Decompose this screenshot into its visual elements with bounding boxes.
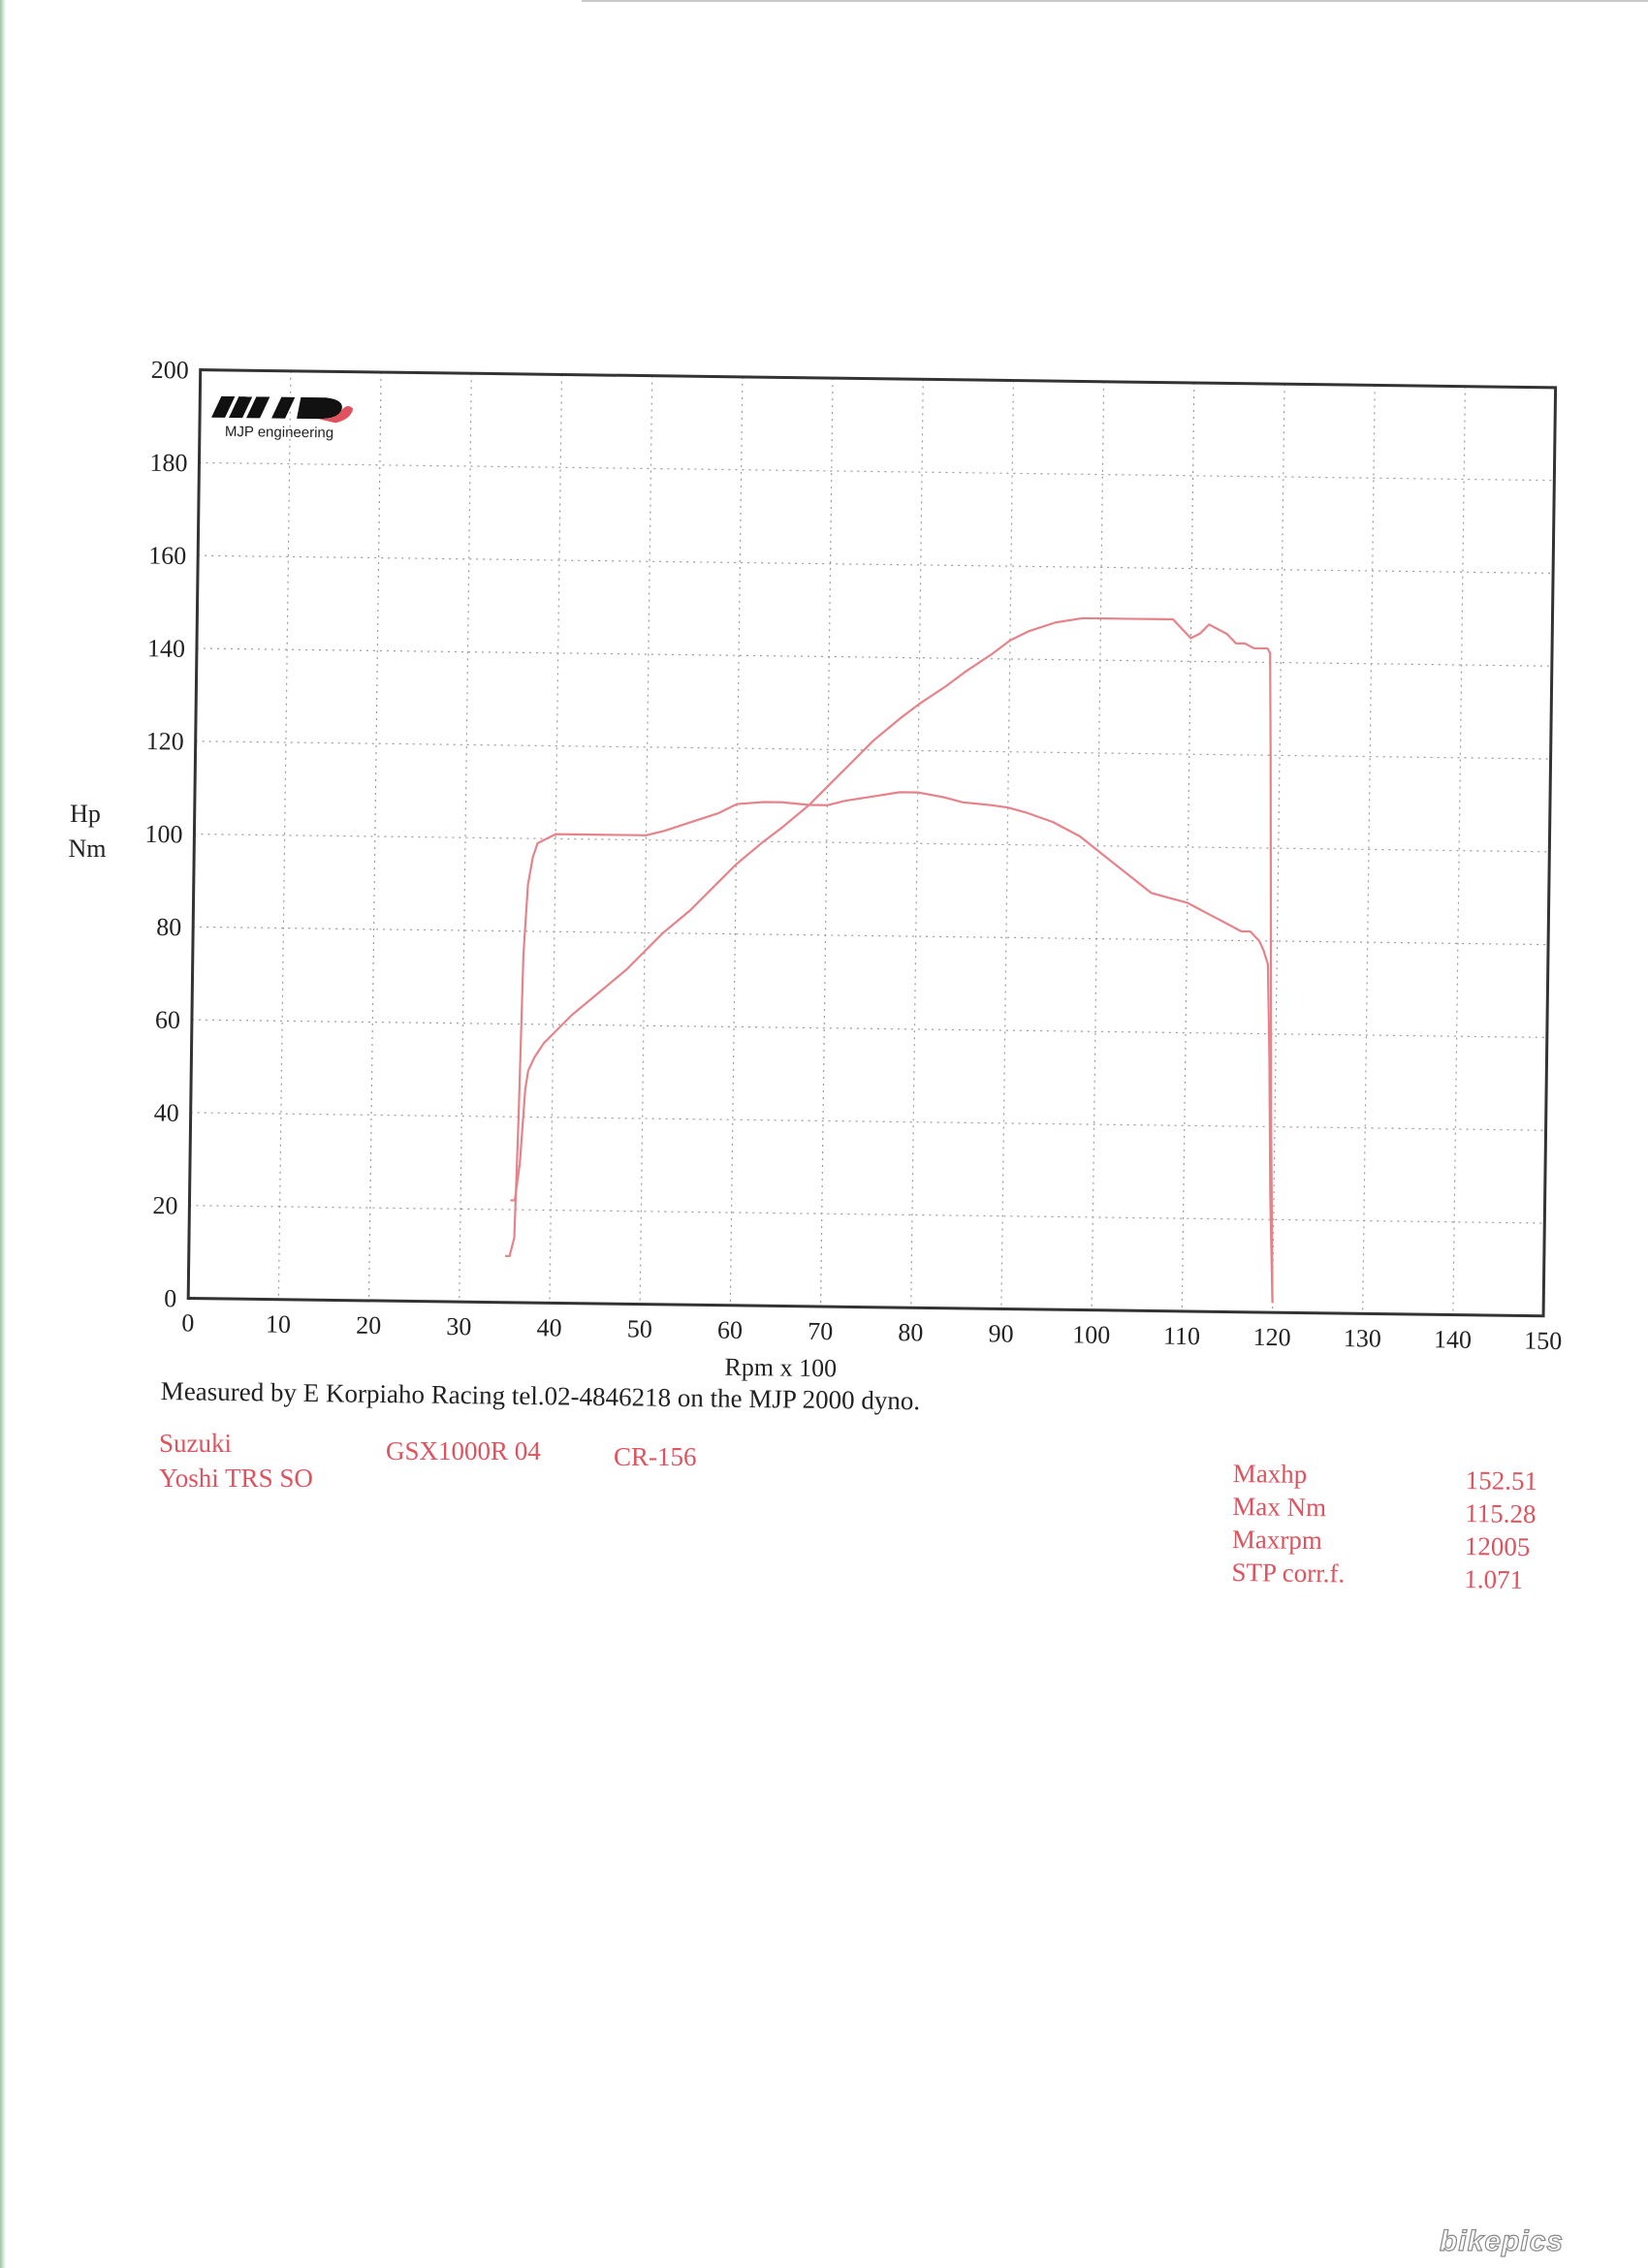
grid-line-vertical — [277, 370, 292, 1300]
x-tick-labels: 0 10 20 30 40 50 60 70 80 90 100 110 120 130 140 150 — [181, 1308, 1562, 1355]
power-curve — [510, 616, 1274, 1304]
grid-line-vertical — [639, 375, 653, 1305]
grid-line-horizontal — [189, 1205, 1545, 1224]
grid-line-vertical — [459, 373, 472, 1303]
x-tick-label: 70 — [808, 1317, 833, 1345]
grid-line-vertical — [729, 376, 744, 1306]
y-tick-label: 100 — [144, 820, 182, 849]
grid-line-horizontal — [191, 1019, 1547, 1039]
y-tick-label: 80 — [156, 913, 181, 941]
grid-line-vertical — [549, 374, 563, 1304]
x-tick-label: 100 — [1072, 1320, 1110, 1349]
x-tick-label: 110 — [1163, 1322, 1200, 1350]
vehicle-model: GSX1000R 04 — [386, 1436, 541, 1465]
grid-line-vertical — [1452, 386, 1467, 1315]
x-tick-label: 20 — [356, 1311, 381, 1339]
y-tick-label: 140 — [147, 634, 185, 663]
watermark-logo: bikepics — [1439, 2224, 1565, 2257]
grid-line-vertical — [367, 372, 382, 1301]
grid-line-horizontal — [194, 833, 1550, 853]
mjp-logo: MJP engineering — [211, 395, 354, 441]
vehicle-code: CR-156 — [614, 1442, 697, 1471]
y-tick-labels: 0 20 40 60 80 100 120 140 160 180 200 — [144, 356, 189, 1312]
logo-tagline: MJP engineering — [225, 424, 334, 441]
x-tick-label: 140 — [1434, 1325, 1472, 1354]
scan-border-line — [582, 0, 1648, 2]
x-tick-label: 120 — [1252, 1323, 1290, 1352]
stat-label: Maxhp — [1232, 1459, 1308, 1489]
stat-row-max-nm: Max Nm 115.28 — [1232, 1492, 1552, 1528]
x-tick-label: 40 — [536, 1313, 561, 1341]
grid-line-vertical — [1000, 380, 1015, 1309]
stat-value: 1.071 — [1464, 1564, 1524, 1594]
stats-panel: Maxhp 152.51 Max Nm 115.28 Maxrpm 12005 … — [1231, 1459, 1553, 1594]
stat-row-stp-corr: STP corr.f. 1.071 — [1231, 1558, 1551, 1594]
y-tick-label: 0 — [164, 1284, 176, 1312]
y-tick-label: 120 — [146, 727, 184, 756]
scan-edge — [0, 0, 6, 2268]
grid-line-vertical — [1271, 384, 1285, 1313]
grid-line-vertical — [1091, 381, 1105, 1310]
vehicle-setup: Yoshi TRS SO — [159, 1464, 313, 1493]
grid-line-vertical — [819, 378, 834, 1307]
x-tick-label: 50 — [627, 1314, 652, 1342]
stat-value: 152.51 — [1465, 1465, 1538, 1496]
y-tick-label: 40 — [153, 1098, 178, 1126]
y-axis-label-hp: Hp — [70, 800, 101, 828]
stat-row-maxhp: Maxhp 152.51 — [1233, 1459, 1553, 1496]
x-tick-label: 90 — [988, 1319, 1013, 1347]
mjp-logo-mark — [211, 395, 354, 424]
y-tick-label: 180 — [149, 449, 187, 478]
x-tick-label: 10 — [266, 1310, 291, 1339]
grid-line-vertical — [910, 379, 924, 1308]
grid-line-horizontal — [198, 554, 1554, 575]
y-tick-label: 60 — [155, 1006, 180, 1034]
stat-label: STP corr.f. — [1231, 1557, 1346, 1589]
x-tick-label: 150 — [1524, 1327, 1562, 1356]
vehicle-make: Suzuki — [159, 1429, 233, 1458]
stat-value: 12005 — [1464, 1531, 1531, 1562]
y-tick-label: 200 — [151, 356, 189, 385]
grid-line-horizontal — [190, 1112, 1546, 1131]
grid-line-horizontal — [193, 926, 1549, 946]
grid-line-horizontal — [196, 647, 1552, 667]
stat-label: Max Nm — [1232, 1491, 1327, 1523]
plot-frame — [186, 368, 1558, 1318]
grid-line-horizontal — [199, 461, 1555, 482]
stat-value: 115.28 — [1465, 1498, 1537, 1529]
grid-line-vertical — [1362, 385, 1376, 1314]
x-tick-label: 30 — [446, 1312, 471, 1340]
chart-grid — [189, 370, 1555, 1315]
x-tick-label: 80 — [898, 1318, 923, 1346]
x-tick-label: 0 — [181, 1308, 194, 1337]
stat-label: Maxrpm — [1231, 1524, 1323, 1556]
series-layer — [504, 616, 1274, 1304]
x-tick-label: 60 — [717, 1316, 743, 1344]
grid-line-vertical — [1181, 382, 1195, 1311]
y-tick-label: 20 — [152, 1191, 177, 1219]
torque-curve — [504, 791, 1274, 1304]
stat-row-maxrpm: Maxrpm 12005 — [1232, 1525, 1552, 1561]
y-axis-label-nm: Nm — [69, 835, 107, 863]
x-axis-label: Rpm x 100 — [724, 1353, 837, 1383]
x-tick-label: 130 — [1344, 1324, 1381, 1353]
grid-line-horizontal — [195, 740, 1551, 760]
y-tick-label: 160 — [148, 541, 186, 570]
